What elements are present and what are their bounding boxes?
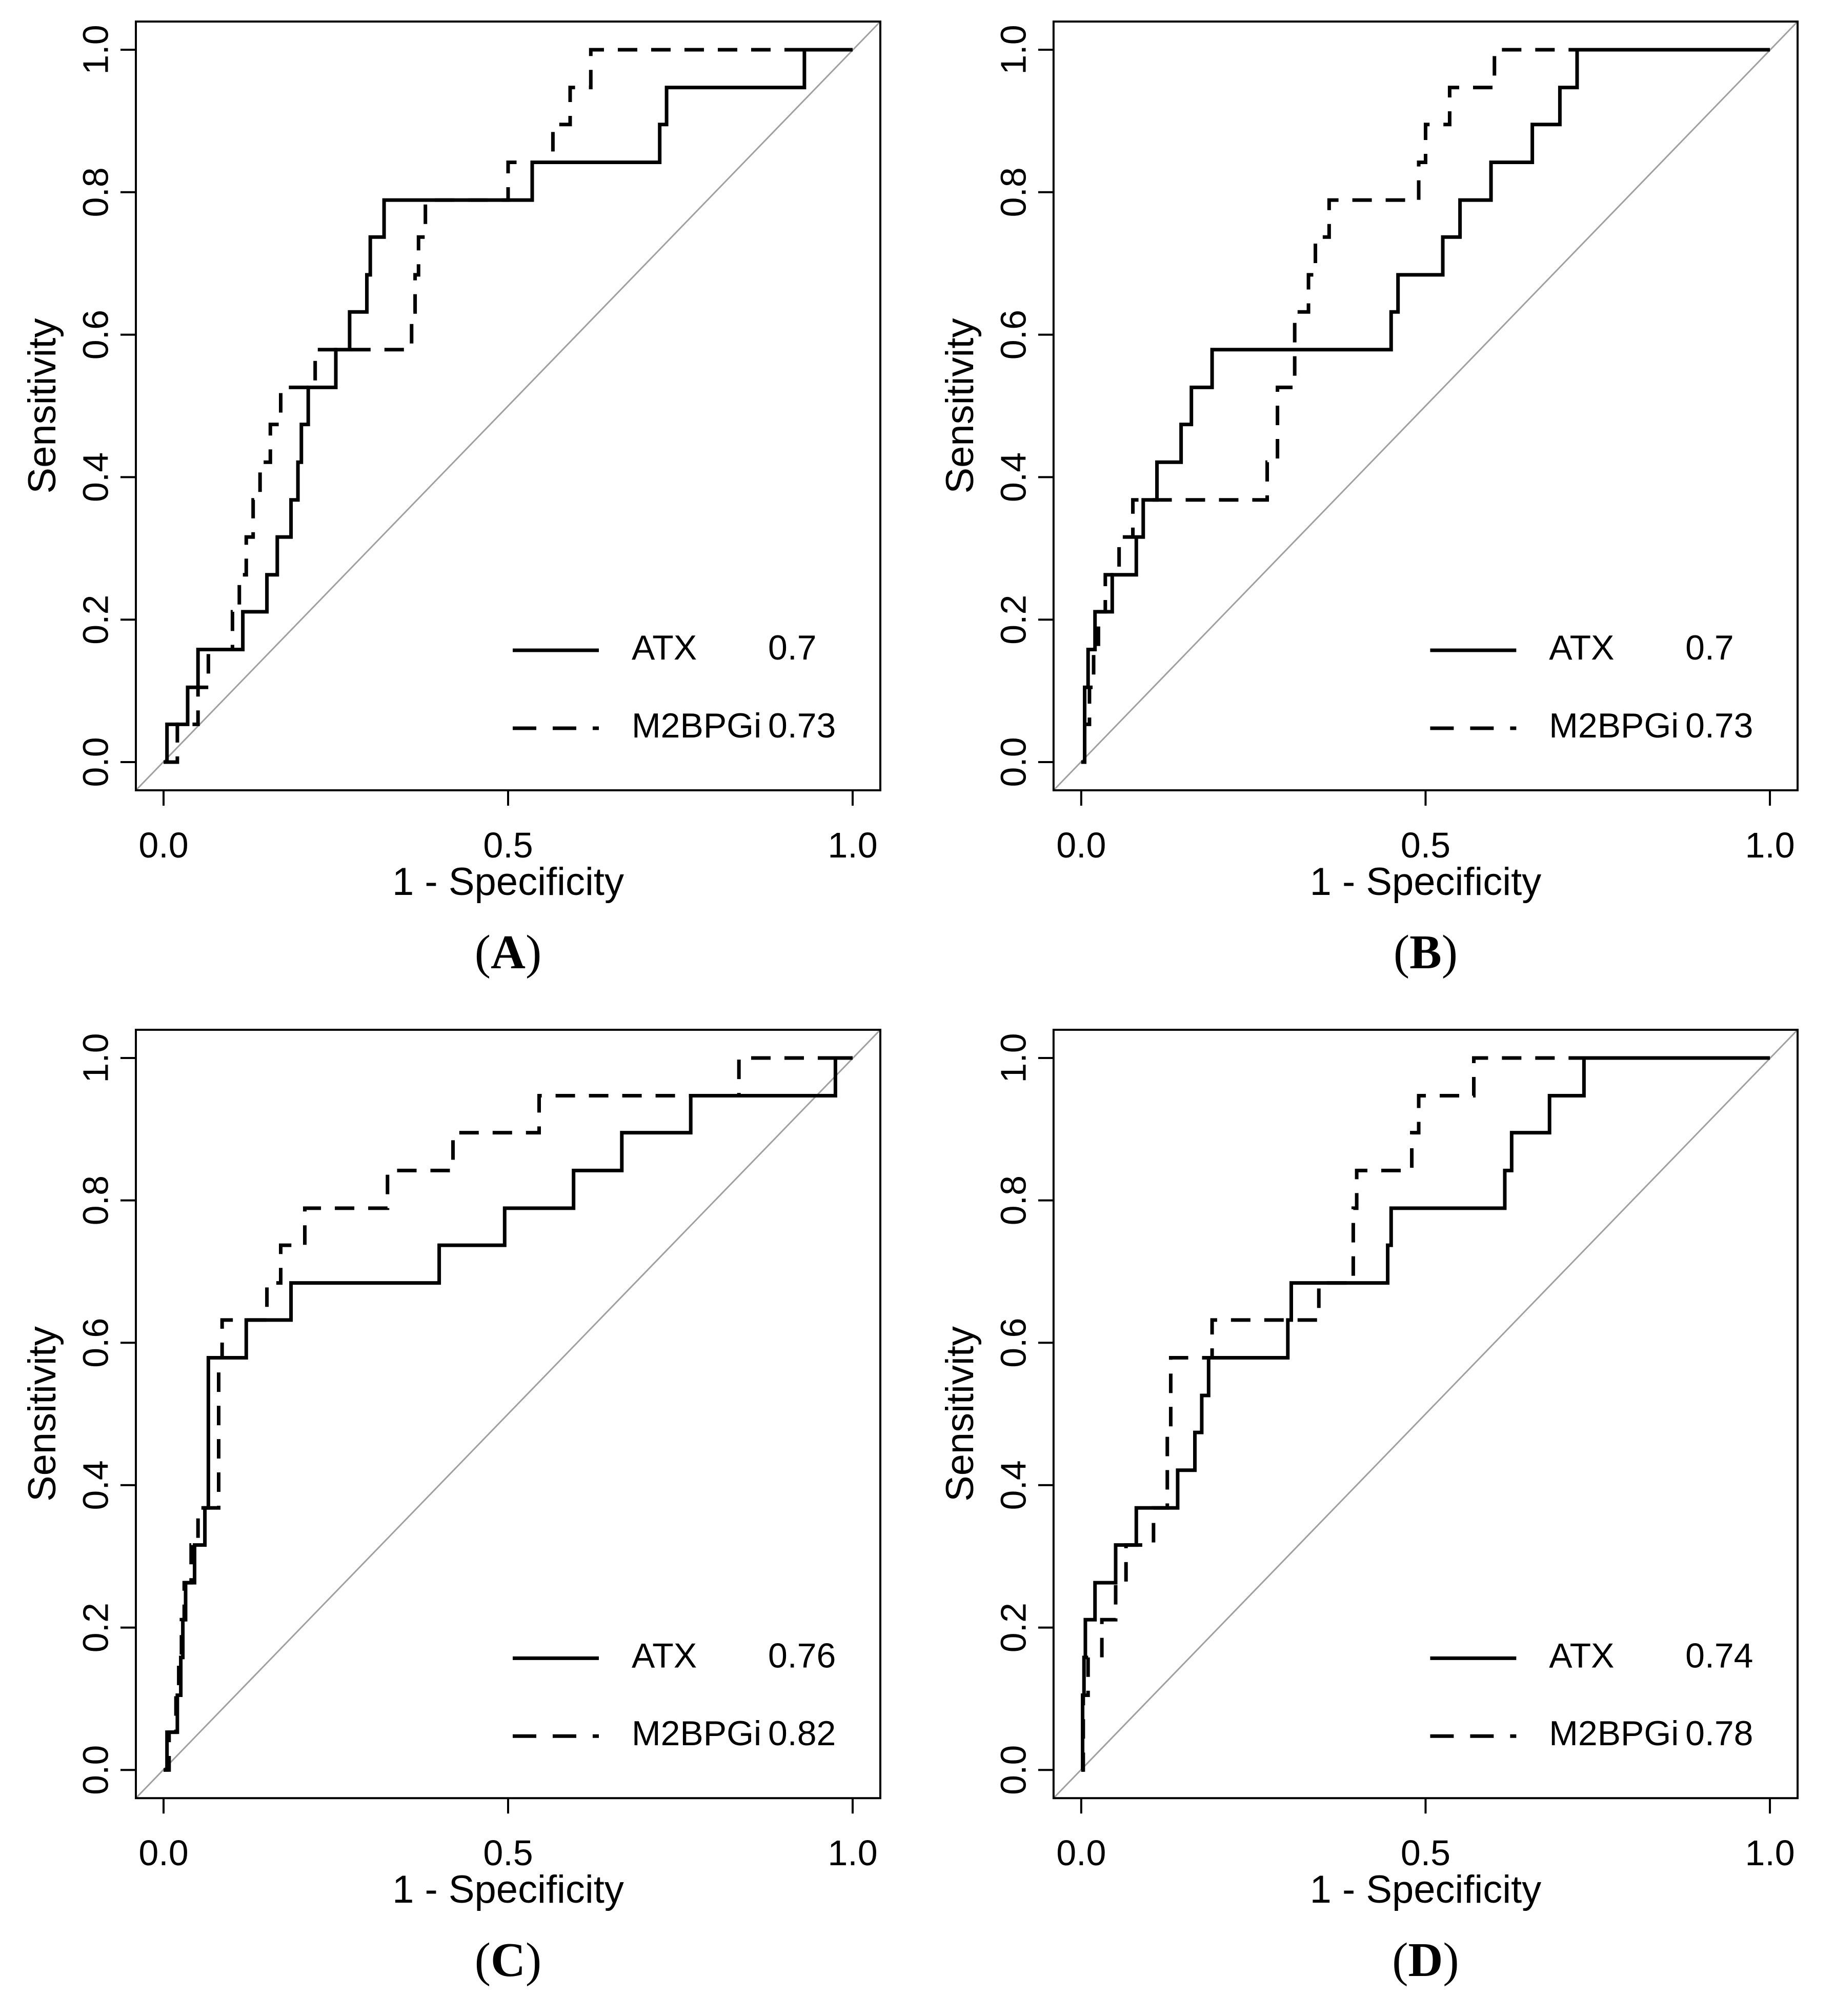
legend-auc-value: 0.74 — [1685, 1636, 1753, 1675]
y-tick-label: 1.0 — [75, 1033, 115, 1083]
legend-label: ATX — [1549, 628, 1614, 667]
legend-label: ATX — [632, 1636, 697, 1675]
y-tick-label: 0.2 — [75, 595, 115, 645]
y-axis-title: Sensitivity — [21, 1326, 64, 1502]
y-tick-label: 0.8 — [75, 1175, 115, 1225]
legend-auc-value: 0.7 — [1685, 628, 1733, 667]
panel-caption: (D) — [1392, 1933, 1459, 1987]
y-tick-label: 0.8 — [993, 167, 1033, 217]
y-tick-label: 0.8 — [75, 167, 115, 217]
y-tick-label: 0.4 — [75, 1460, 115, 1510]
diagonal-reference-line — [135, 21, 881, 791]
diagonal-reference-line — [1053, 21, 1799, 791]
y-tick-label: 0.0 — [993, 1745, 1033, 1795]
diagonal-reference-line — [135, 1029, 881, 1799]
panel-caption: (B) — [1394, 926, 1458, 979]
x-tick-label: 0.5 — [483, 825, 533, 865]
y-tick-label: 0.4 — [993, 452, 1033, 502]
panel-b: 0.0 0.5 1.0 0.0 0.2 0.4 0.6 0.8 1.0 1 - Specifici… — [918, 0, 1835, 1008]
y-tick-label: 0.4 — [993, 1460, 1033, 1510]
x-tick-label: 1.0 — [1745, 825, 1794, 865]
legend-auc-value: 0.73 — [768, 706, 836, 745]
plot-frame — [1052, 1028, 1799, 1800]
y-tick-label: 0.6 — [993, 1318, 1033, 1368]
y-tick-label: 0.0 — [75, 737, 115, 787]
diagonal-reference-line — [1053, 1029, 1799, 1799]
legend-label: M2BPGi — [1549, 706, 1679, 745]
panel-d: 0.0 0.5 1.0 0.0 0.2 0.4 0.6 0.8 1.0 1 - Specifici… — [918, 1008, 1835, 2016]
roc-curve-m2bpgi — [164, 1056, 853, 1772]
x-tick-label: 0.5 — [1401, 1833, 1450, 1873]
panel-caption: (C) — [475, 1933, 542, 1987]
x-axis-title: 1 - Specificity — [392, 860, 624, 904]
roc-curve-m2bpgi — [1081, 1056, 1770, 1772]
panel-a: 0.0 0.5 1.0 0.0 0.2 0.4 0.6 0.8 1.0 1 - Specifici… — [0, 0, 918, 1008]
x-axis-title: 1 - Specificity — [392, 1868, 624, 1911]
x-tick-label: 0.0 — [138, 1833, 188, 1873]
roc-plot-c: 0.0 0.5 1.0 0.0 0.2 0.4 0.6 0.8 1.0 1 - Specifici… — [21, 1028, 881, 1987]
x-tick-label: 1.0 — [828, 825, 877, 865]
x-tick-label: 0.0 — [1056, 1833, 1106, 1873]
x-tick-label: 0.0 — [138, 825, 188, 865]
y-tick-label: 0.2 — [993, 595, 1033, 645]
x-tick-label: 0.5 — [483, 1833, 533, 1873]
x-tick-label: 1.0 — [1745, 1833, 1794, 1873]
roc-curve-m2bpgi — [1081, 48, 1770, 764]
x-tick-label: 0.0 — [1056, 825, 1106, 865]
legend-auc-value: 0.82 — [768, 1714, 836, 1753]
legend-label: M2BPGi — [1549, 1714, 1679, 1753]
roc-curve-m2bpgi — [164, 48, 853, 764]
legend-label: ATX — [1549, 1636, 1614, 1675]
y-tick-label: 0.2 — [993, 1603, 1033, 1652]
x-tick-label: 1.0 — [828, 1833, 877, 1873]
roc-curve-atx — [164, 1056, 853, 1772]
legend-auc-value: 0.73 — [1685, 706, 1753, 745]
plot-frame — [135, 1028, 881, 1800]
x-tick-label: 0.5 — [1401, 825, 1450, 865]
y-tick-label: 0.0 — [75, 1745, 115, 1795]
roc-plot-b: 0.0 0.5 1.0 0.0 0.2 0.4 0.6 0.8 1.0 1 - Specifici… — [938, 21, 1799, 979]
y-axis-title: Sensitivity — [938, 1326, 982, 1502]
legend-auc-value: 0.76 — [768, 1636, 836, 1675]
x-axis-title: 1 - Specificity — [1310, 1868, 1542, 1911]
x-axis-title: 1 - Specificity — [1310, 860, 1542, 904]
legend-auc-value: 0.7 — [768, 628, 817, 667]
y-tick-label: 0.0 — [993, 737, 1033, 787]
roc-curve-atx — [1081, 1056, 1770, 1772]
y-axis-title: Sensitivity — [938, 318, 982, 493]
panel-caption: (A) — [475, 926, 542, 979]
roc-plot-d: 0.0 0.5 1.0 0.0 0.2 0.4 0.6 0.8 1.0 1 - Specifici… — [938, 1028, 1799, 1987]
y-tick-label: 0.4 — [75, 452, 115, 502]
legend-label: M2BPGi — [632, 706, 761, 745]
y-tick-label: 0.6 — [993, 310, 1033, 360]
y-axis-title: Sensitivity — [21, 318, 64, 493]
y-tick-label: 0.6 — [75, 310, 115, 360]
y-tick-label: 1.0 — [75, 25, 115, 74]
y-tick-label: 0.8 — [993, 1175, 1033, 1225]
roc-plot-a: 0.0 0.5 1.0 0.0 0.2 0.4 0.6 0.8 1.0 1 - Specifici… — [21, 21, 881, 979]
y-tick-label: 1.0 — [993, 25, 1033, 74]
panel-c: 0.0 0.5 1.0 0.0 0.2 0.4 0.6 0.8 1.0 1 - Specifici… — [0, 1008, 918, 2016]
y-tick-label: 0.2 — [75, 1603, 115, 1652]
legend-auc-value: 0.78 — [1685, 1714, 1753, 1753]
y-tick-label: 1.0 — [993, 1033, 1033, 1083]
legend-label: M2BPGi — [632, 1714, 761, 1753]
legend-label: ATX — [632, 628, 697, 667]
y-tick-label: 0.6 — [75, 1318, 115, 1368]
